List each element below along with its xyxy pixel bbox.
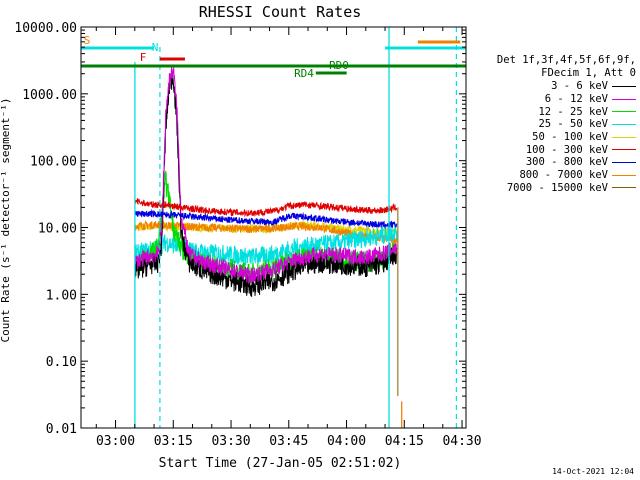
- series-line-5: [134, 197, 398, 218]
- legend: Det 1f,3f,4f,5f,6f,9f, FDecim 1, Att 0 3…: [478, 54, 636, 194]
- y-tick-label: 10.00: [38, 222, 77, 237]
- series-line-6: [134, 208, 398, 230]
- legend-label: 300 - 800 keV: [525, 156, 608, 169]
- legend-swatch: [612, 174, 636, 176]
- y-tick-label: 1.00: [46, 288, 77, 303]
- annotation-rd4: RD4: [294, 67, 314, 80]
- legend-label: 7000 - 15000 keV: [506, 181, 608, 194]
- legend-entry: 25 - 50 keV: [478, 118, 636, 131]
- y-tick-label: 0.01: [46, 422, 77, 437]
- legend-header-line-1: Det 1f,3f,4f,5f,6f,9f,: [496, 54, 636, 66]
- legend-entry: 3 - 6 keV: [478, 80, 636, 93]
- legend-label: 12 - 25 keV: [538, 105, 608, 118]
- y-tick-label: 10000.00: [14, 21, 77, 36]
- legend-label: 6 - 12 keV: [544, 93, 608, 106]
- x-tick-label: 03:15: [154, 434, 193, 449]
- legend-swatch: [612, 111, 636, 113]
- series-line-1: [134, 66, 398, 284]
- legend-label: 800 - 7000 keV: [519, 169, 608, 182]
- legend-swatch: [612, 187, 636, 189]
- legend-swatch: [612, 85, 636, 87]
- legend-label: 100 - 300 keV: [525, 143, 608, 156]
- y-tick-label: 1000.00: [22, 88, 77, 103]
- annotation-f: F: [140, 51, 147, 64]
- y-axis-label: Count Rate (s⁻¹ detector⁻¹ segment⁻¹): [0, 97, 12, 342]
- x-tick-label: 03:45: [269, 434, 308, 449]
- series-layer: [134, 66, 398, 297]
- legend-swatch: [612, 136, 636, 138]
- x-tick-label: 03:30: [211, 434, 250, 449]
- legend-label: 3 - 6 keV: [551, 80, 608, 93]
- footer-date: 14-Oct-2021 12:04: [552, 467, 634, 476]
- annotation-n: N: [152, 41, 159, 54]
- legend-entry: 800 - 7000 keV: [478, 169, 636, 182]
- x-tick-label: 04:30: [442, 434, 481, 449]
- legend-label: 50 - 100 keV: [532, 131, 608, 144]
- x-tick-label: 03:00: [96, 434, 135, 449]
- legend-entry: 100 - 300 keV: [478, 143, 636, 156]
- legend-rows: 3 - 6 keV 6 - 12 keV 12 - 25 keV 25 - 50 ke…: [478, 80, 636, 194]
- legend-entry: 7000 - 15000 keV: [478, 182, 636, 195]
- overlay-layer: S NF RD0 RD4: [81, 27, 466, 428]
- ticks-layer: 0.01 0.10 1.00 10.00 100.00 1000.00 10000.00 03…: [14, 21, 481, 449]
- legend-swatch: [612, 149, 636, 151]
- legend-entry: 300 - 800 keV: [478, 156, 636, 169]
- legend-entry: 12 - 25 keV: [478, 105, 636, 118]
- x-axis-label: Start Time (27-Jan-05 02:51:02): [159, 456, 402, 471]
- y-tick-label: 100.00: [30, 155, 77, 170]
- legend-entry: 6 - 12 keV: [478, 93, 636, 106]
- chart-title: RHESSI Count Rates: [199, 3, 362, 21]
- legend-swatch: [612, 123, 636, 125]
- y-tick-label: 0.10: [46, 355, 77, 370]
- annotation-s: S: [84, 34, 91, 47]
- legend-label: 25 - 50 keV: [538, 118, 608, 131]
- legend-entry: 50 - 100 keV: [478, 131, 636, 144]
- legend-header-line-2: FDecim 1, Att 0: [541, 67, 636, 79]
- legend-swatch: [612, 98, 636, 100]
- annotation-rd0: RD0: [329, 59, 349, 72]
- x-tick-label: 04:15: [385, 434, 424, 449]
- x-tick-label: 04:00: [327, 434, 366, 449]
- legend-swatch: [612, 161, 636, 163]
